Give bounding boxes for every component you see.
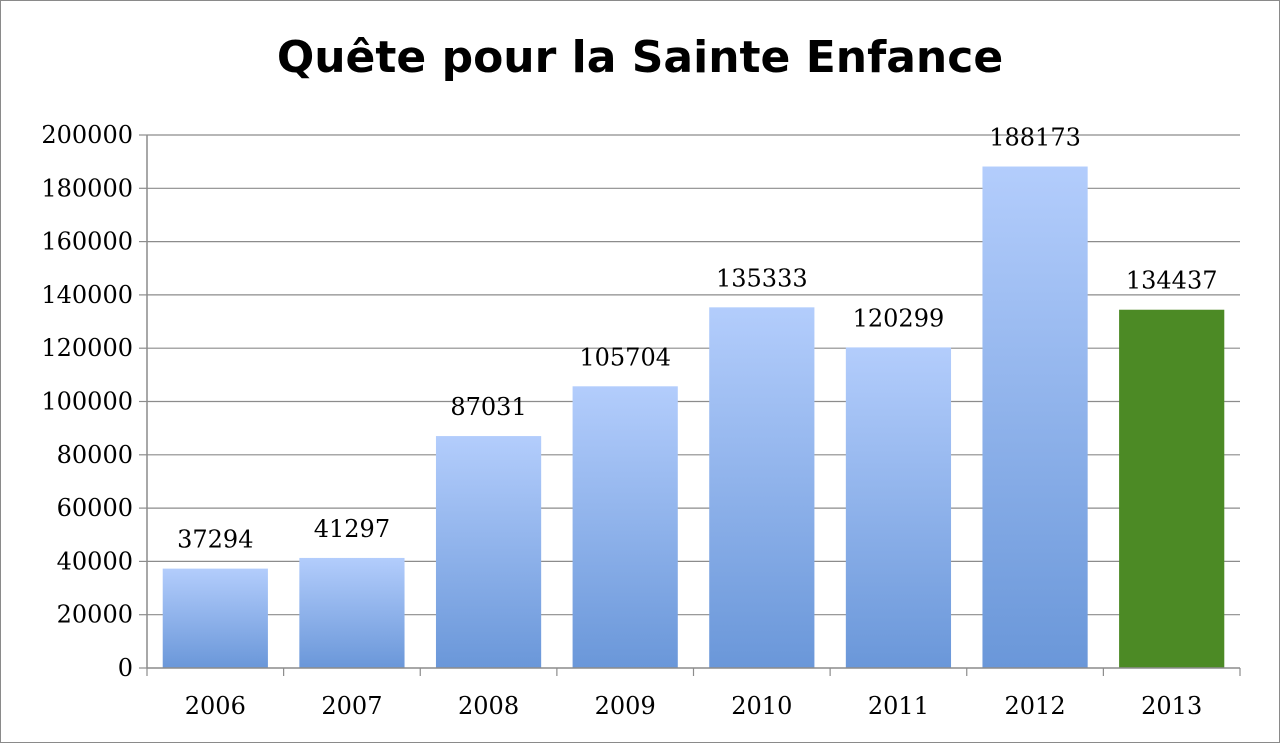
x-tick-label: 2013 <box>1141 692 1202 720</box>
data-label: 37294 <box>177 526 253 554</box>
y-tick-label: 180000 <box>41 174 133 202</box>
bar-2007 <box>299 557 405 668</box>
x-tick-label: 2011 <box>868 692 929 720</box>
y-tick-label: 60000 <box>57 494 133 522</box>
data-label: 134437 <box>1126 267 1218 295</box>
data-label: 135333 <box>716 264 808 292</box>
x-tick-label: 2007 <box>321 692 382 720</box>
bar-2010 <box>709 307 815 668</box>
y-tick-label: 40000 <box>57 547 133 575</box>
y-tick-label: 0 <box>118 654 133 682</box>
data-label: 120299 <box>853 304 945 332</box>
bar-2009 <box>572 386 678 668</box>
y-tick-label: 140000 <box>41 281 133 309</box>
y-tick-label: 100000 <box>41 388 133 416</box>
y-tick-label: 20000 <box>57 601 133 629</box>
bar-2006 <box>162 568 268 668</box>
chart-title: Quête pour la Sainte Enfance <box>276 32 1004 83</box>
bar-2012 <box>982 166 1088 668</box>
data-label: 87031 <box>450 393 526 421</box>
data-label: 188173 <box>989 124 1081 152</box>
bar-2013 <box>1119 309 1225 668</box>
x-tick-label: 2008 <box>458 692 519 720</box>
data-label: 41297 <box>314 515 390 543</box>
y-tick-label: 160000 <box>41 228 133 256</box>
x-tick-label: 2009 <box>595 692 656 720</box>
x-tick-label: 2006 <box>185 692 246 720</box>
data-label: 105704 <box>579 343 671 371</box>
x-tick-label: 2010 <box>731 692 792 720</box>
y-tick-label: 120000 <box>41 334 133 362</box>
bar-2008 <box>435 436 542 668</box>
y-tick-label: 80000 <box>57 441 133 469</box>
x-tick-label: 2012 <box>1005 692 1066 720</box>
bar-2011 <box>845 347 952 668</box>
y-tick-label: 200000 <box>41 121 133 149</box>
